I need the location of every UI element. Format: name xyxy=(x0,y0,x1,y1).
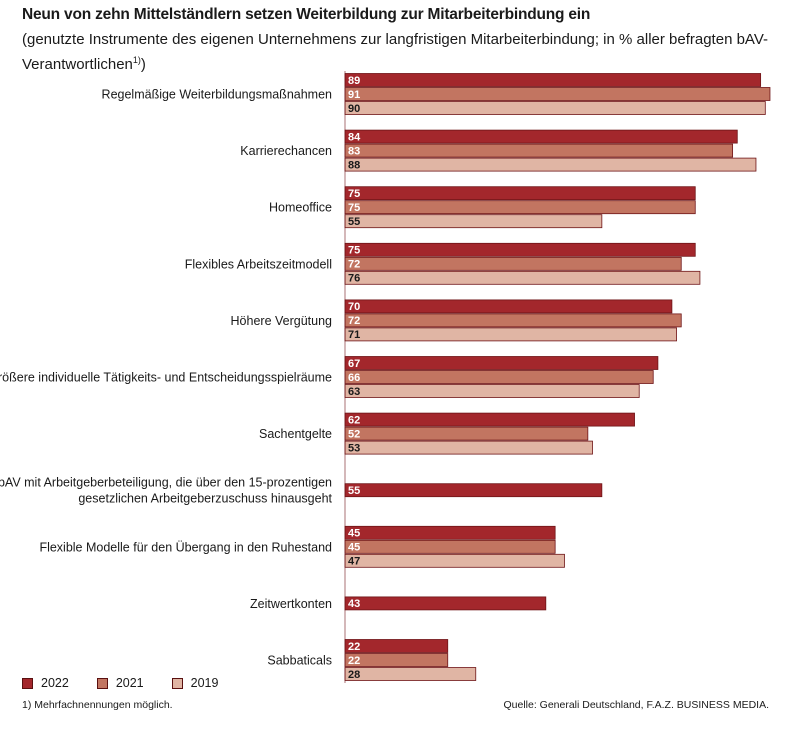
category-label: Sabbaticals xyxy=(267,654,332,668)
category-label: Zeitwertkonten xyxy=(250,597,332,611)
bar-2019 xyxy=(344,157,757,172)
bar-2019 xyxy=(344,101,766,115)
legend-label-2019: 2019 xyxy=(190,676,219,690)
bar-2019 xyxy=(344,384,640,398)
legend-label-2021: 2021 xyxy=(115,676,144,690)
bar-value-label: 62 xyxy=(348,414,360,426)
bar-value-label: 45 xyxy=(348,542,360,554)
bar-value-label: 22 xyxy=(348,655,360,667)
bar-2022 xyxy=(344,299,673,314)
bar-2019 xyxy=(344,327,677,342)
bar-value-label: 83 xyxy=(348,145,360,157)
bar-2022 xyxy=(344,186,696,201)
subtitle-end: ) xyxy=(140,56,146,73)
category-label: bAV mit Arbeitgeberbeteiligung, die über… xyxy=(0,476,332,490)
bar-value-label: 90 xyxy=(348,103,360,115)
bar-2022 xyxy=(344,412,635,427)
bar-2021 xyxy=(344,200,696,215)
bar-2021 xyxy=(344,426,589,441)
bar-2019 xyxy=(344,667,477,681)
chart-title: Neun von zehn Mittelständlern setzen Wei… xyxy=(22,6,591,23)
legend: 2022 2021 2019 xyxy=(22,676,218,690)
legend-swatch-2021 xyxy=(96,677,108,689)
bar-2021 xyxy=(344,653,449,667)
bar-2022 xyxy=(344,129,738,144)
category-label: Größere individuelle Tätigkeits- und Ent… xyxy=(0,371,332,385)
bar-2021 xyxy=(344,87,771,101)
bar-value-label: 91 xyxy=(348,89,360,101)
bar-value-label: 55 xyxy=(348,216,360,228)
category-label: Flexible Modelle für den Übergang in den… xyxy=(39,540,332,554)
bar-value-label: 84 xyxy=(348,131,361,143)
category-label: Regelmäßige Weiterbildungsmaßnahmen xyxy=(102,88,332,102)
category-label: Höhere Vergütung xyxy=(231,314,333,328)
bar-2021 xyxy=(344,143,734,158)
bar-value-label: 89 xyxy=(348,75,360,87)
chart-subtitle: (genutzte Instrumente des eigenen Untern… xyxy=(22,30,782,75)
bar-2019 xyxy=(344,270,701,285)
category-label: Flexibles Arbeitszeitmodell xyxy=(185,257,332,271)
bar-2022 xyxy=(344,73,762,87)
source: Quelle: Generali Deutschland, F.A.Z. BUS… xyxy=(503,699,769,711)
bar-value-label: 63 xyxy=(348,386,360,398)
category-label: Karrierechancen xyxy=(240,144,332,158)
bar-2022 xyxy=(344,596,547,611)
bar-value-label: 67 xyxy=(348,358,360,370)
bar-2019 xyxy=(344,440,593,455)
bar-value-label: 66 xyxy=(348,372,360,384)
bar-value-label: 71 xyxy=(348,329,360,341)
subtitle-text: (genutzte Instrumente des eigenen Untern… xyxy=(22,31,768,73)
bar-value-label: 43 xyxy=(348,598,360,610)
legend-item-2021: 2021 xyxy=(96,676,144,690)
footnote: 1) Mehrfachnennungen möglich. xyxy=(22,699,173,711)
bar-value-label: 72 xyxy=(348,259,360,271)
bar-value-label: 75 xyxy=(348,202,360,214)
bar-2021 xyxy=(344,539,556,554)
category-label: Sachentgelte xyxy=(259,427,332,441)
bar-value-label: 47 xyxy=(348,556,360,568)
legend-swatch-2022 xyxy=(22,677,33,689)
bar-value-label: 70 xyxy=(348,301,360,313)
bar-2022 xyxy=(344,356,659,370)
bar-value-label: 55 xyxy=(348,485,360,497)
bar-value-label: 22 xyxy=(348,641,360,653)
bar-2022 xyxy=(344,483,603,498)
bar-value-label: 53 xyxy=(348,442,360,454)
bar-value-label: 76 xyxy=(348,273,360,285)
category-label: gesetzlichen Arbeitgeberzuschuss hinausg… xyxy=(78,492,332,506)
bar-2021 xyxy=(344,256,682,271)
bar-2019 xyxy=(344,553,565,568)
bar-value-label: 72 xyxy=(348,315,360,327)
bar-value-label: 88 xyxy=(348,159,360,171)
bar-2022 xyxy=(344,242,696,257)
legend-item-2022: 2022 xyxy=(22,676,69,690)
bar-value-label: 45 xyxy=(348,528,360,540)
bar-value-label: 75 xyxy=(348,188,360,200)
bar-2021 xyxy=(344,370,654,384)
legend-label-2022: 2022 xyxy=(41,676,69,690)
bar-2019 xyxy=(344,214,603,229)
legend-item-2019: 2019 xyxy=(171,676,219,690)
subtitle-footnote-mark: 1) xyxy=(132,55,141,65)
bar-value-label: 75 xyxy=(348,245,360,257)
bar-2021 xyxy=(344,313,682,328)
legend-swatch-2019 xyxy=(171,677,183,689)
bar-2022 xyxy=(344,525,556,540)
bar-value-label: 52 xyxy=(348,428,360,440)
category-label: Homeoffice xyxy=(269,201,332,215)
bar-2022 xyxy=(344,639,449,653)
bar-value-label: 28 xyxy=(348,669,360,681)
